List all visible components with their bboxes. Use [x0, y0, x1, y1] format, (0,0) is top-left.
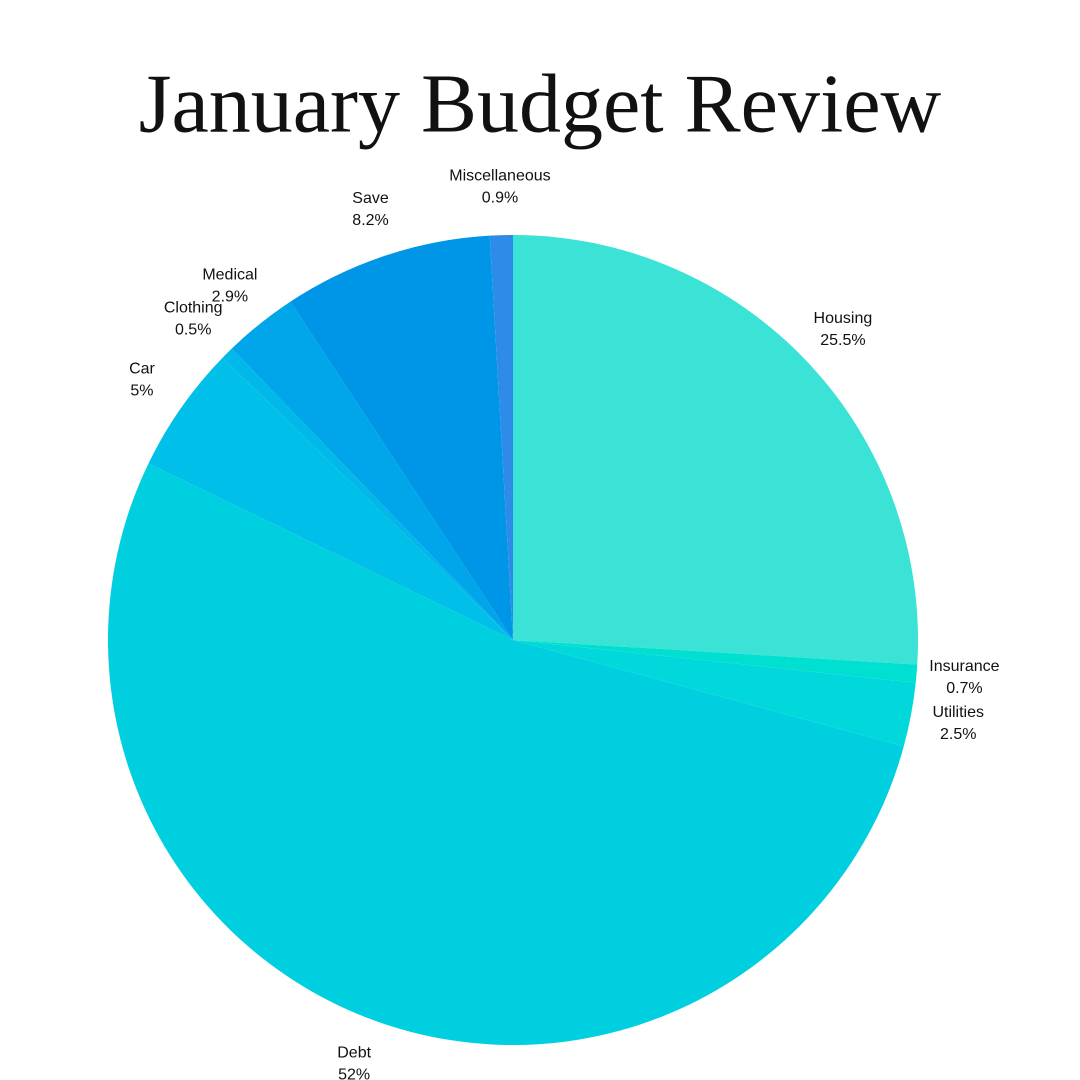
pie-slice: [513, 235, 919, 665]
slice-value-label: 52%: [338, 1066, 370, 1080]
pie-slice: [148, 357, 513, 640]
chart-title: January Budget Review: [139, 57, 942, 150]
slice-value-label: 0.7%: [946, 680, 982, 697]
pie-slice: [108, 463, 904, 1045]
slice-value-label: 5%: [130, 382, 153, 399]
slice-label: Car: [129, 360, 155, 377]
slice-label: Utilities: [932, 704, 984, 721]
pie-slice: [513, 640, 918, 683]
slice-value-label: 2.9%: [212, 289, 248, 306]
slice-label: Miscellaneous: [449, 167, 550, 184]
slice-value-label: 25.5%: [820, 332, 865, 349]
pie-slice: [231, 301, 514, 640]
slice-label: Clothing: [164, 299, 223, 316]
pie-slice: [513, 640, 916, 747]
slice-label: Medical: [202, 267, 257, 284]
slice-value-label: 0.9%: [482, 189, 518, 206]
slice-value-label: 0.5%: [175, 321, 211, 338]
slice-value-label: 2.5%: [940, 726, 976, 743]
slice-label: Save: [352, 190, 389, 207]
pie-slice: [290, 235, 513, 640]
slice-label: Housing: [814, 310, 873, 327]
pie-slice: [222, 348, 513, 640]
slice-value-label: 8.2%: [352, 212, 388, 229]
slice-label: Insurance: [929, 658, 999, 675]
slice-label: Debt: [337, 1044, 371, 1061]
pie-slice: [489, 235, 513, 640]
